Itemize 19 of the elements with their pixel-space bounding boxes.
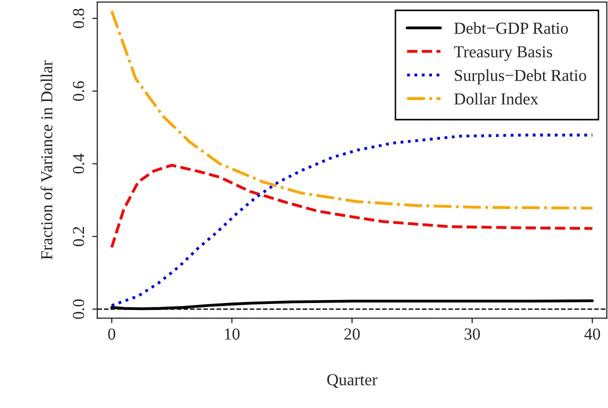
- legend-label: Dollar Index: [454, 92, 538, 105]
- x-tick-label: 40: [584, 328, 600, 340]
- x-tick-label: 10: [225, 328, 240, 340]
- legend-label: Debt−GDP Ratio: [454, 22, 568, 34]
- y-tick-label: 0.0: [72, 299, 84, 319]
- legend-label: Treasury Basis: [454, 46, 552, 61]
- legend-label: Surplus−Debt Ratio: [454, 69, 586, 84]
- y-tick-label: 0.6: [72, 81, 84, 101]
- x-axis-title: Quarter: [327, 374, 378, 388]
- y-tick-label: 0.4: [72, 154, 84, 174]
- y-tick-label: 0.8: [72, 8, 84, 28]
- x-tick-label: 0: [108, 328, 116, 340]
- line-series: [110, 164, 594, 249]
- x-tick-label: 30: [464, 328, 480, 340]
- x-tick-label: 20: [344, 328, 360, 340]
- line-series: [110, 134, 594, 307]
- y-tick-label: 0.2: [72, 226, 84, 246]
- line-series: [110, 10, 594, 210]
- y-axis-title: Fraction of Variance in Dollar: [40, 60, 52, 260]
